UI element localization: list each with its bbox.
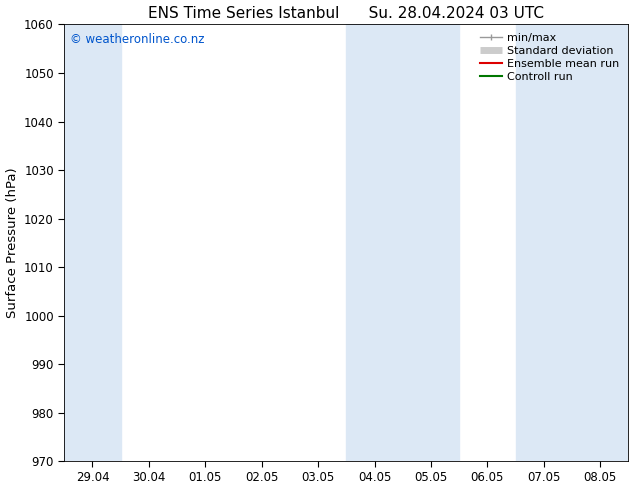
Bar [64, 24, 120, 461]
Y-axis label: Surface Pressure (hPa): Surface Pressure (hPa) [6, 168, 18, 318]
Legend: min/max, Standard deviation, Ensemble mean run, Controll run: min/max, Standard deviation, Ensemble me… [476, 30, 623, 85]
Bar [346, 24, 459, 461]
Title: ENS Time Series Istanbul      Su. 28.04.2024 03 UTC: ENS Time Series Istanbul Su. 28.04.2024 … [148, 5, 545, 21]
Text: © weatheronline.co.nz: © weatheronline.co.nz [70, 33, 204, 46]
Bar [515, 24, 628, 461]
